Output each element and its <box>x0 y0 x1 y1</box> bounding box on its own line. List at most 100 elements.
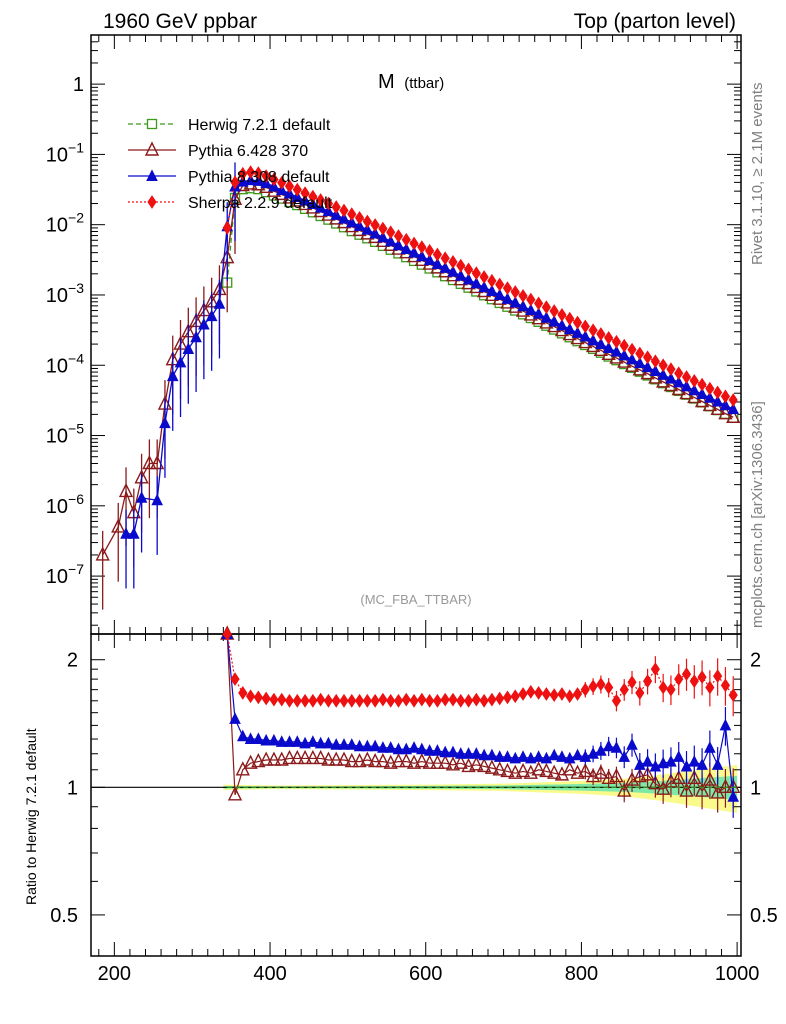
ratio-point-pythia-8-308-default <box>283 735 296 747</box>
ratio-point-pythia-6-428-370 <box>617 782 632 797</box>
ratio-point-sherpa-2-2-9-default <box>549 688 559 703</box>
data-point-sherpa-2-2-9-default <box>277 175 287 190</box>
ratio-point-pythia-6-428-370 <box>562 761 577 776</box>
data-point-pythia-8-308-default <box>641 360 654 373</box>
ratio-point-pythia-8-308-default <box>431 744 444 756</box>
ratio-point-pythia-6-428-370 <box>702 771 717 786</box>
data-point-pythia-6-428-370 <box>679 385 694 400</box>
ratio-point-pythia-6-428-370 <box>469 756 484 771</box>
y-tick-label: 10−3 <box>46 280 84 307</box>
ratio-point-pythia-8-308-default <box>322 736 335 749</box>
ratio-point-pythia-8-308-default <box>696 758 708 770</box>
data-point-pythia-8-308-default <box>392 238 405 251</box>
data-point-sherpa-2-2-9-default <box>604 330 614 345</box>
ratio-point-sherpa-2-2-9-default <box>331 693 341 708</box>
data-point-pythia-8-308-default <box>252 174 265 186</box>
x-tick-label: 200 <box>98 963 131 985</box>
data-point-pythia-6-428-370 <box>142 454 157 470</box>
data-point-pythia-6-428-370 <box>593 341 609 357</box>
data-point-pythia-8-308-default <box>540 311 553 323</box>
ratio-point-pythia-6-428-370 <box>632 768 647 783</box>
ratio-point-sherpa-2-2-9-default <box>681 667 692 681</box>
data-point-pythia-8-308-default <box>563 322 576 335</box>
data-point-sherpa-2-2-9-default <box>440 251 450 266</box>
data-point-pythia-8-308-default <box>338 211 350 224</box>
data-point-pythia-6-428-370 <box>702 396 717 412</box>
data-point-sherpa-2-2-9-default <box>580 319 590 334</box>
data-point-pythia-8-308-default <box>657 368 669 380</box>
data-point-pythia-8-308-default <box>548 314 560 327</box>
data-point-pythia-6-428-370 <box>601 345 616 361</box>
ratio-point-pythia-6-428-370 <box>406 754 422 769</box>
ratio-point-pythia-6-428-370 <box>274 751 289 766</box>
ratio-y-tick-label: 1 <box>67 777 78 799</box>
data-point-pythia-8-308-default <box>314 200 327 213</box>
ratio-point-pythia-6-428-370 <box>461 757 476 773</box>
ratio-point-sherpa-2-2-9-default <box>627 675 637 690</box>
legend-label-pythia-8-308-default: Pythia 8.308 default <box>188 169 330 186</box>
analysis-label: (MC_FBA_TTBAR) <box>360 592 471 607</box>
data-point-sherpa-2-2-9-default <box>588 323 598 338</box>
ratio-point-pythia-8-308-default <box>517 750 529 762</box>
ratio-point-pythia-8-308-default <box>454 747 467 759</box>
ratio-point-pythia-8-308-default <box>657 756 669 769</box>
ratio-point-pythia-8-308-default <box>711 758 724 770</box>
ratio-point-sherpa-2-2-9-default <box>619 682 629 697</box>
ratio-point-pythia-8-308-default <box>618 750 631 762</box>
data-point-pythia-8-308-default <box>151 493 163 506</box>
ratio-point-sherpa-2-2-9-default <box>432 693 443 708</box>
data-point-pythia-8-308-default <box>377 230 389 243</box>
ratio-point-pythia-6-428-370 <box>344 753 359 768</box>
ratio-point-pythia-6-428-370 <box>484 759 500 774</box>
data-point-sherpa-2-2-9-default <box>300 186 310 201</box>
ratio-point-sherpa-2-2-9-default <box>487 692 497 707</box>
ratio-point-pythia-8-308-default <box>486 748 498 761</box>
y-tick-label: 10−6 <box>46 491 84 518</box>
ratio-point-pythia-8-308-default <box>275 735 288 747</box>
ratio-point-sherpa-2-2-9-default <box>534 686 544 700</box>
ratio-point-sherpa-2-2-9-default <box>572 687 583 701</box>
ratio-point-sherpa-2-2-9-default <box>541 687 551 701</box>
ratio-point-pythia-8-308-default <box>307 735 319 747</box>
data-point-sherpa-2-2-9-default <box>222 221 232 235</box>
data-point-pythia-8-308-default <box>532 307 545 319</box>
ratio-point-sherpa-2-2-9-default <box>456 693 466 708</box>
y-tick-label: 10−2 <box>46 210 84 237</box>
ratio-point-pythia-8-308-default <box>330 738 343 750</box>
ratio-point-sherpa-2-2-9-default <box>323 693 334 708</box>
ratio-point-pythia-6-428-370 <box>687 769 702 785</box>
ratio-point-sherpa-2-2-9-default <box>697 670 707 684</box>
ratio-point-pythia-6-428-370 <box>570 764 585 779</box>
data-point-pythia-6-428-370 <box>663 376 679 392</box>
ratio-point-sherpa-2-2-9-default <box>261 691 271 706</box>
ratio-point-pythia-8-308-default <box>291 735 304 747</box>
ratio-point-pythia-6-428-370 <box>438 754 453 769</box>
ratio-point-sherpa-2-2-9-default <box>713 669 723 683</box>
ratio-point-pythia-6-428-370 <box>531 761 546 776</box>
ratio-point-pythia-6-428-370 <box>227 786 243 801</box>
data-point-sherpa-2-2-9-default <box>526 292 536 307</box>
data-point-sherpa-2-2-9-default <box>674 366 684 381</box>
data-point-pythia-8-308-default <box>198 317 210 330</box>
ratio-point-pythia-6-428-370 <box>601 769 616 785</box>
y-tick-label: 10−7 <box>46 561 84 588</box>
data-point-sherpa-2-2-9-default <box>331 200 341 214</box>
ratio-ylabel: Ratio to Herwig 7.2.1 default <box>23 728 39 905</box>
data-point-pythia-8-308-default <box>711 394 724 407</box>
ratio-point-sherpa-2-2-9-default <box>502 690 513 705</box>
data-point-pythia-6-428-370 <box>687 388 702 404</box>
ratio-point-pythia-6-428-370 <box>290 749 305 765</box>
data-point-sherpa-2-2-9-default <box>541 300 551 315</box>
data-point-pythia-8-308-default <box>633 356 646 369</box>
data-point-pythia-8-308-default <box>680 379 693 392</box>
data-point-sherpa-2-2-9-default <box>713 385 723 400</box>
ratio-point-pythia-6-428-370 <box>430 754 445 769</box>
data-point-pythia-8-308-default <box>431 257 444 269</box>
ratio-point-pythia-6-428-370 <box>422 754 437 769</box>
ratio-point-pythia-8-308-default <box>377 741 389 753</box>
plot-title-sub: (ttbar) <box>404 75 444 92</box>
data-point-sherpa-2-2-9-default <box>448 255 458 269</box>
ratio-point-pythia-8-308-default <box>493 750 506 762</box>
ratio-point-pythia-8-308-default <box>525 751 537 764</box>
data-point-sherpa-2-2-9-default <box>362 214 372 229</box>
